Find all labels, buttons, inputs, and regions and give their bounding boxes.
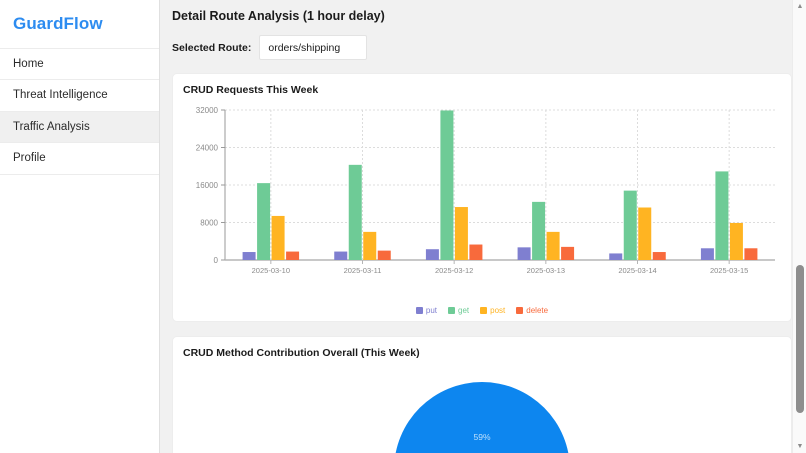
legend-swatch-put [415, 307, 423, 314]
legend-label-post: post [490, 306, 506, 315]
sidebar-item-traffic-analysis[interactable]: Traffic Analysis [0, 111, 159, 144]
legend-item-put[interactable]: put [415, 306, 438, 315]
bar-delete[interactable] [469, 244, 483, 260]
bar-put[interactable] [609, 253, 623, 260]
bar-post[interactable] [271, 215, 285, 260]
legend-item-get[interactable]: get [448, 306, 469, 315]
bar-get[interactable] [257, 183, 271, 260]
bar-post[interactable] [729, 222, 743, 260]
bar-get[interactable] [532, 201, 546, 260]
bar-delete[interactable] [286, 251, 300, 260]
crud-requests-card: CRUD Requests This Week 0 8000 16000 24000 3… [172, 73, 792, 322]
sidebar-item-profile[interactable]: Profile [0, 143, 159, 175]
sidebar-item-home[interactable]: Home [0, 48, 159, 81]
legend-label-get: get [458, 306, 470, 315]
scrollbar-track[interactable] [793, 13, 806, 440]
bar-get[interactable] [440, 110, 454, 260]
bar-get[interactable] [623, 190, 637, 260]
y-axis-tick-label: 24000 [196, 144, 219, 153]
bar-post[interactable] [638, 207, 652, 261]
crud-contribution-pie-chart: 59% [183, 365, 781, 453]
bar-chart-svg: 0 8000 16000 24000 32000 2025-03-10 2025-03-11… [196, 106, 775, 275]
legend-swatch-post [480, 307, 488, 314]
legend-label-delete: delete [526, 306, 549, 315]
scrollbar-thumb[interactable] [796, 265, 804, 413]
legend-item-delete[interactable]: delete [516, 306, 548, 315]
legend-swatch-get [448, 307, 456, 314]
legend-item-post[interactable]: post [480, 306, 505, 315]
selected-route-input[interactable] [259, 35, 368, 60]
bar-put[interactable] [517, 247, 531, 260]
crud-requests-card-title: CRUD Requests This Week [183, 84, 319, 96]
bar-put[interactable] [700, 248, 714, 260]
pie-slice-label: 59% [473, 432, 490, 442]
legend-label-put: put [425, 306, 438, 315]
x-axis-tick-label: 2025-03-15 [710, 266, 748, 275]
sidebar-nav: Home Threat Intelligence Traffic Analysi… [0, 48, 159, 175]
selected-route-label: Selected Route: [172, 41, 252, 54]
x-axis-tick-label: 2025-03-13 [527, 266, 565, 275]
x-axis-tick-label: 2025-03-12 [435, 266, 473, 275]
bar-delete[interactable] [652, 252, 666, 260]
bar-delete[interactable] [744, 248, 758, 260]
x-axis-tick-label: 2025-03-14 [618, 266, 656, 275]
bar-get[interactable] [715, 171, 729, 260]
crud-contribution-card: CRUD Method Contribution Overall (This W… [172, 336, 792, 453]
main-content: Detail Route Analysis (1 hour delay) Sel… [160, 0, 806, 453]
app-logo: GuardFlow [13, 14, 103, 33]
y-axis-tick-label: 8000 [200, 219, 218, 228]
scroll-up-arrow-icon[interactable]: ▲ [796, 3, 804, 10]
bar-post[interactable] [363, 231, 377, 260]
y-axis-tick-label: 0 [214, 256, 219, 265]
x-axis-tick-label: 2025-03-11 [344, 266, 382, 275]
bar-post[interactable] [454, 207, 468, 260]
bar-delete[interactable] [377, 250, 391, 260]
pie-slice-get[interactable] [394, 382, 570, 453]
bar-get[interactable] [348, 164, 362, 260]
bar-put[interactable] [242, 252, 256, 260]
bar-put[interactable] [334, 251, 348, 260]
bar-chart-legend: put get post delete [183, 306, 781, 315]
y-axis-tick-label: 16000 [196, 181, 219, 190]
bar-delete[interactable] [561, 246, 575, 260]
pie-chart-svg: 59% [394, 382, 570, 453]
crud-contribution-card-title: CRUD Method Contribution Overall (This W… [183, 347, 420, 359]
sidebar-item-threat-intelligence[interactable]: Threat Intelligence [0, 80, 159, 112]
vertical-scrollbar[interactable]: ▲ ▼ [792, 0, 806, 453]
bar-put[interactable] [425, 249, 439, 260]
sidebar: GuardFlow Home Threat Intelligence Traff… [0, 0, 160, 453]
page-title: Detail Route Analysis (1 hour delay) [172, 9, 385, 23]
crud-requests-bar-chart: 0 8000 16000 24000 32000 2025-03-10 2025-03-11… [183, 102, 781, 304]
y-axis-tick-label: 32000 [196, 106, 219, 115]
legend-swatch-delete [516, 307, 524, 314]
bar-post[interactable] [546, 231, 560, 260]
selected-route-row: Selected Route: [172, 35, 792, 60]
scroll-down-arrow-icon[interactable]: ▼ [796, 443, 804, 450]
x-axis-tick-label: 2025-03-10 [252, 266, 290, 275]
